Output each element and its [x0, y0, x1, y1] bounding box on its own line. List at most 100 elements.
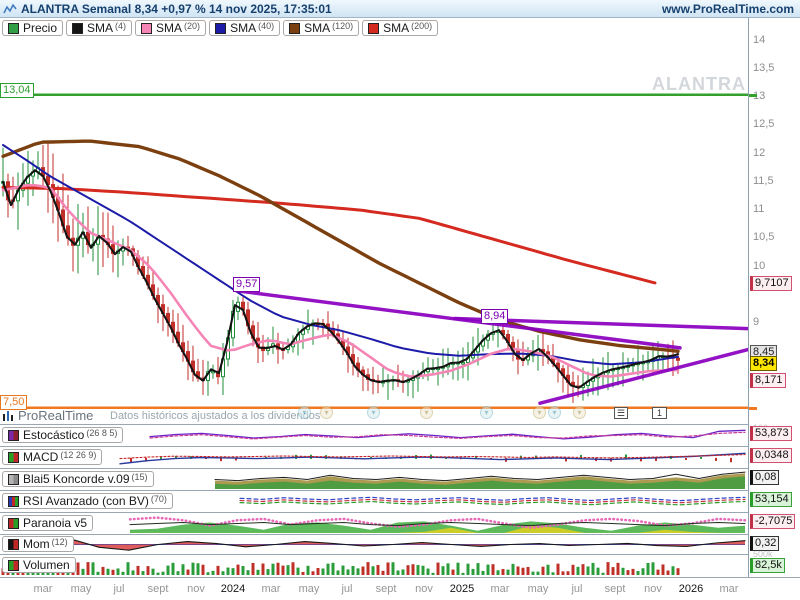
price-level-tag-13-04: 13,04 — [0, 83, 34, 98]
dividend-event-icon[interactable]: ▾ — [298, 406, 311, 419]
price-tick-12: 12 — [753, 146, 766, 159]
series-color-icon — [72, 22, 84, 34]
series-color-icon — [8, 429, 19, 441]
indicator-value-blai5-koncorde-v-09: 0,08 — [750, 470, 780, 485]
series-params: (120) — [332, 21, 354, 31]
series-params: (4) — [115, 21, 127, 31]
main-chart-area[interactable]: ALANTRA ProRealTime Datos históricos aju… — [0, 18, 748, 422]
indicator-value-mom: 0,32 — [750, 536, 780, 551]
indicator-button-blai5-koncorde-v-09-15[interactable]: Blai5 Koncorde v.09 (15) — [2, 471, 154, 487]
indicator-value-volumen: 82,5k — [750, 558, 785, 573]
indicator-value-rsi-avanzado-con-bv: 53,154 — [750, 492, 792, 507]
series-label: SMA — [383, 21, 410, 35]
price-chart-plot[interactable] — [0, 18, 748, 422]
volumen-plot — [1, 562, 680, 575]
indicator-button-rsi-avanzado-con-bv-70[interactable]: RSI Avanzado (con BV) (70) — [2, 493, 173, 509]
time-tick-nov: nov — [187, 583, 205, 595]
series-params: (70) — [150, 494, 167, 504]
dividend-event-icon[interactable]: ▾ — [420, 406, 433, 419]
price-tick-12-5: 12,5 — [753, 118, 775, 131]
time-tick-mar: mar — [490, 583, 510, 595]
indicator-button-estoc-stico-26-8-5[interactable]: Estocástico (26 8 5) — [2, 427, 124, 443]
time-tick-mar: mar — [33, 583, 53, 595]
series-params: (15) — [131, 472, 148, 482]
panel-volumen: Volumen — [0, 554, 748, 577]
series-color-icon — [8, 473, 19, 485]
page-title: ALANTRA Semanal 8,34 +0,97 % 14 nov 2025… — [21, 1, 332, 16]
series-color-icon — [8, 538, 19, 550]
time-tick-may: may — [527, 583, 549, 595]
series-legend: Precio SMA (4) SMA (20) SMA (40) SMA (120) SMA (20… — [2, 20, 439, 36]
panel-blai5-koncorde-v-09: Blai5 Koncorde v.09 (15) — [0, 468, 748, 490]
time-tick-jul: jul — [341, 583, 353, 595]
dividend-event-icon[interactable]: ▾ — [533, 406, 546, 419]
legend-item-sma-40[interactable]: SMA (40) — [209, 20, 281, 36]
axis-scale-faint-label: 500k — [753, 549, 773, 559]
time-tick-jul: jul — [113, 583, 125, 595]
dividend-event-icon[interactable]: ▾ — [573, 406, 586, 419]
dividend-event-icon[interactable]: ▾ — [480, 406, 493, 419]
series-params: (200) — [411, 21, 433, 31]
page-one-button[interactable]: 1 — [652, 407, 667, 419]
price-level-tag-9-57: 9,57 — [233, 277, 261, 292]
time-tick-sept: sept — [604, 583, 626, 595]
indicator-value-estoc-stico: 53,873 — [750, 426, 792, 441]
price-tick-10: 10 — [753, 259, 766, 272]
series-label: SMA — [230, 21, 257, 35]
legend-item-precio[interactable]: Precio — [2, 20, 64, 36]
dividend-event-icon[interactable]: ▾ — [548, 406, 561, 419]
indicator-button-volumen[interactable]: Volumen — [2, 557, 76, 573]
time-axis: mar may jul sept nov 2024 mar may jul sept nov 2025… — [0, 577, 800, 600]
time-tick-nov: nov — [415, 583, 433, 595]
hline-axis-tick — [749, 93, 757, 97]
legend-item-sma-200[interactable]: SMA (200) — [362, 20, 439, 36]
series-label: RSI Avanzado (con BV) — [23, 494, 149, 508]
price-tick-13: 13 — [753, 90, 766, 102]
panel-paranoia-v5: Paranoia v5 — [0, 512, 748, 534]
time-tick-sept: sept — [147, 583, 169, 595]
price-level-tag-7-50: 7,50 — [0, 395, 28, 410]
price-badge-8-171: 8,171 — [750, 373, 786, 388]
time-tick-nov: nov — [644, 583, 662, 595]
price-tick-10-5: 10,5 — [753, 231, 775, 244]
price-tick-11-5: 11,5 — [753, 174, 774, 187]
panel-rsi-avanzado-con-bv: RSI Avanzado (con BV) (70) — [0, 490, 748, 512]
time-tick-jul: jul — [571, 583, 583, 595]
paranoia-v5-plot — [128, 516, 747, 533]
indicator-button-macd-12-26-9[interactable]: MACD (12 26 9) — [2, 449, 103, 465]
time-tick-2024: 2024 — [220, 583, 246, 595]
series-params: (20) — [184, 21, 201, 31]
legend-item-sma-20[interactable]: SMA (20) — [135, 20, 207, 36]
macd-plot — [119, 452, 746, 465]
indicator-button-paranoia-v5[interactable]: Paranoia v5 — [2, 515, 94, 531]
legend-item-sma-120[interactable]: SMA (120) — [283, 20, 360, 36]
dividend-event-icon[interactable]: ▾ — [367, 406, 380, 419]
series-label: Blai5 Koncorde v.09 — [23, 472, 130, 486]
dividends-note: Datos históricos ajustados a los dividen… — [110, 410, 321, 422]
series-color-icon — [8, 22, 19, 34]
series-label: SMA — [304, 21, 331, 35]
price-tick-14: 14 — [753, 33, 766, 46]
hline-axis-tick — [749, 406, 757, 410]
series-color-icon — [8, 495, 19, 507]
price-axis: 14 13,5 13 12,5 12 11,5 11 10,5 10 9 9,7107 8,45 8,3… — [748, 18, 800, 577]
time-tick-may: may — [70, 583, 92, 595]
price-level-tag-8-94: 8,94 — [481, 309, 509, 324]
panel-estoc-stico: Estocástico (26 8 5) — [0, 424, 748, 446]
site-link[interactable]: www.ProRealTime.com — [661, 2, 794, 16]
events-list-button[interactable]: ☰ — [614, 407, 628, 419]
prorealtime-watermark: ProRealTime — [18, 408, 94, 422]
dividend-event-icon[interactable]: ▾ — [320, 406, 333, 419]
series-color-icon — [8, 517, 19, 529]
price-tick-9: 9 — [753, 316, 760, 328]
time-tick-2026: 2026 — [678, 583, 704, 595]
price-tick-13-5: 13,5 — [753, 61, 775, 74]
series-label: SMA — [156, 21, 183, 35]
indicator-button-mom-12[interactable]: Mom (12) — [2, 536, 74, 552]
series-params: (12) — [51, 537, 68, 547]
series-color-icon — [141, 22, 153, 34]
rsi-avanzado-con-bv-plot — [239, 496, 746, 506]
legend-item-sma-4[interactable]: SMA (4) — [66, 20, 133, 36]
series-label: MACD — [23, 450, 59, 464]
